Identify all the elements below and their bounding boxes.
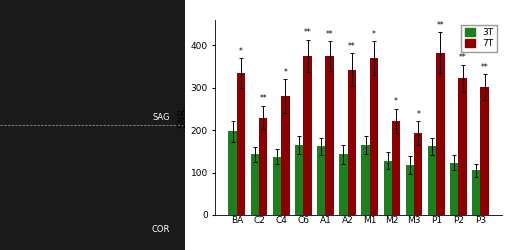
Text: **: ** xyxy=(437,21,444,30)
Bar xyxy=(281,96,289,215)
Bar xyxy=(436,53,445,215)
Bar xyxy=(325,56,334,215)
Bar xyxy=(370,58,378,215)
Bar xyxy=(406,165,414,215)
Bar xyxy=(472,170,481,215)
Y-axis label: SNR: SNR xyxy=(178,107,188,128)
Bar xyxy=(383,161,392,215)
Text: **: ** xyxy=(481,63,489,72)
Bar xyxy=(450,163,458,215)
Bar xyxy=(303,56,312,215)
Text: *: * xyxy=(372,30,376,39)
Text: SAG: SAG xyxy=(153,113,170,122)
Text: *: * xyxy=(239,46,243,56)
Bar xyxy=(339,154,348,215)
Bar xyxy=(458,78,467,215)
Bar xyxy=(481,87,489,215)
Bar xyxy=(295,145,303,215)
Text: **: ** xyxy=(459,53,466,62)
Bar xyxy=(348,70,356,215)
Bar xyxy=(229,132,237,215)
Text: COR: COR xyxy=(152,226,170,234)
Text: **: ** xyxy=(304,28,311,38)
Text: *: * xyxy=(416,110,420,119)
Text: **: ** xyxy=(260,94,267,103)
Bar xyxy=(237,73,245,215)
Text: *: * xyxy=(283,68,287,77)
Bar xyxy=(414,133,422,215)
Text: **: ** xyxy=(348,42,356,51)
Bar xyxy=(273,156,281,215)
Bar xyxy=(361,145,370,215)
Legend: 3T, 7T: 3T, 7T xyxy=(461,24,497,52)
Text: **: ** xyxy=(326,30,334,39)
Bar xyxy=(428,146,436,215)
Bar xyxy=(392,121,401,215)
Text: *: * xyxy=(394,98,398,106)
Bar xyxy=(250,154,259,215)
Bar xyxy=(317,146,325,215)
Bar xyxy=(259,118,268,215)
